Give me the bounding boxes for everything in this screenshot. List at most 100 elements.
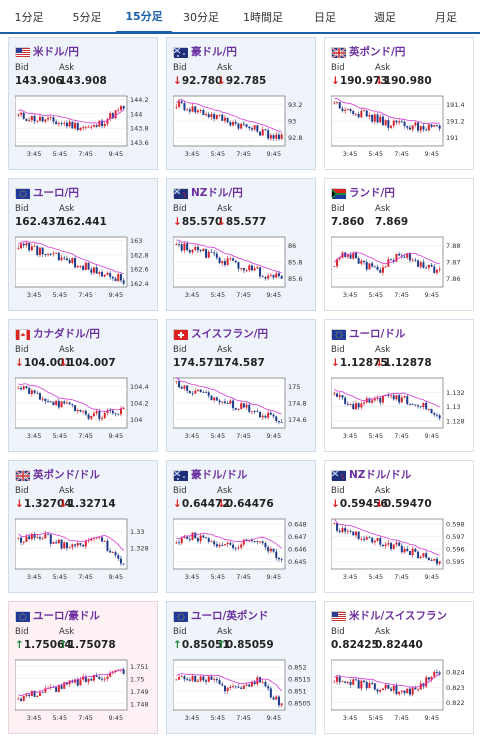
moving-average-line xyxy=(18,668,124,697)
pair-name[interactable]: 豪ドル/ドル xyxy=(173,467,247,482)
candle-body xyxy=(33,115,36,122)
mini-chart[interactable]: 1.33 1.328 3:45 5:45 7:45 9:45 xyxy=(15,515,155,590)
tab-7[interactable]: 週足 xyxy=(374,11,396,24)
x-tick-label: 7:45 xyxy=(78,714,93,722)
pair-name[interactable]: ユーロ/ドル xyxy=(331,326,405,341)
arrow-down-icon: ↓ xyxy=(217,216,226,228)
bid-value: ↓85.570 xyxy=(173,216,223,228)
mini-chart[interactable]: 86 85.8 85.6 3:45 5:45 7:45 9:45 xyxy=(173,233,313,308)
bid-label: Bid xyxy=(331,627,345,637)
rate-card[interactable]: 英ポンド/ドル Bid Ask ↓1.32704 ↓1.32714 1.33 1.328 3:… xyxy=(8,460,158,593)
candle-body xyxy=(425,267,428,269)
mini-chart[interactable]: 0.648 0.647 0.646 0.645 3:45 5:45 7:45 9:45 xyxy=(173,515,313,590)
ask-value: ↓190.980 xyxy=(375,75,432,87)
candlestick-chart: 0.598 0.597 0.596 0.595 3:45 5:45 7:45 9:45 xyxy=(331,518,465,581)
pair-name[interactable]: 米ドル/スイスフラン xyxy=(331,608,447,623)
tab-5[interactable]: 1時間足 xyxy=(243,11,283,24)
mini-chart[interactable]: 1.132 1.13 1.128 3:45 5:45 7:45 9:45 xyxy=(331,374,471,449)
x-tick-label: 3:45 xyxy=(343,714,358,722)
pair-name[interactable]: ユーロ/豪ドル xyxy=(15,608,100,623)
candle-body xyxy=(119,106,122,110)
x-tick-label: 7:45 xyxy=(236,432,251,440)
mini-chart[interactable]: 191.4 191.2 191 3:45 5:45 7:45 9:45 xyxy=(331,92,471,167)
pair-name[interactable]: スイスフラン/円 xyxy=(173,326,268,341)
candle-body xyxy=(400,545,403,553)
pair-name[interactable]: NZドル/ドル xyxy=(331,467,411,482)
candle-body xyxy=(414,404,417,406)
candle-body xyxy=(221,114,224,121)
candle-body xyxy=(28,242,31,251)
x-tick-label: 9:45 xyxy=(424,150,439,158)
candle-body xyxy=(406,688,409,694)
mini-chart[interactable]: 104.4 104.2 104 3:45 5:45 7:45 9:45 xyxy=(15,374,155,449)
pair-name[interactable]: カナダドル/円 xyxy=(15,326,100,341)
pair-name[interactable]: ランド/円 xyxy=(331,185,395,200)
pair-name[interactable]: 英ポンド/円 xyxy=(331,44,405,59)
rate-card[interactable]: 豪ドル/ドル Bid Ask ↓0.64472 ↓0.64476 0.648 0.647 0.… xyxy=(166,460,316,593)
gb-flag-icon xyxy=(331,46,347,59)
mini-chart[interactable]: 175 174.8 174.6 3:45 5:45 7:45 9:45 xyxy=(173,374,313,449)
rate-card[interactable]: 英ポンド/円 Bid Ask ↓190.973 ↓190.980 191.4 191.2 19… xyxy=(324,37,474,170)
candle-body xyxy=(71,121,74,129)
ask-label: Ask xyxy=(217,345,233,355)
candle-body xyxy=(349,254,352,259)
mini-chart[interactable]: 0.824 0.823 0.822 3:45 5:45 7:45 9:45 xyxy=(331,656,471,731)
rate-card[interactable]: 米ドル/スイスフラン Bid Ask 0.82425 0.82440 0.824 0.823… xyxy=(324,601,474,734)
candle-body xyxy=(111,113,114,119)
rate-card[interactable]: 米ドル/円 Bid Ask 143.906 143.908 144.2 144 143.8 14… xyxy=(8,37,158,170)
rate-card[interactable]: ユーロ/豪ドル Bid Ask ↑1.75064 ↑1.75078 1.751 1.75 1.… xyxy=(8,601,158,734)
rate-card[interactable]: ランド/円 Bid Ask 7.860 7.869 7.88 7.87 7.86 3:45 5:4… xyxy=(324,178,474,311)
candle-body xyxy=(344,397,347,404)
arrow-down-icon: ↓ xyxy=(59,357,68,369)
candle-body xyxy=(338,530,341,533)
mini-chart[interactable]: 7.88 7.87 7.86 3:45 5:45 7:45 9:45 xyxy=(331,233,471,308)
ask-label: Ask xyxy=(59,204,75,214)
candle-body xyxy=(28,694,31,696)
candle-body xyxy=(103,540,106,542)
pair-name-label: 豪ドル/円 xyxy=(191,46,237,58)
rate-card[interactable]: カナダドル/円 Bid Ask ↓104.001 ↓104.007 104.4 104.2 1… xyxy=(8,319,158,452)
candle-body xyxy=(338,102,341,109)
candle-body xyxy=(240,544,243,548)
tab-2[interactable]: 5分足 xyxy=(72,11,102,24)
tab-4[interactable]: 30分足 xyxy=(183,11,219,24)
candle-body xyxy=(44,119,47,122)
mini-chart[interactable]: 144.2 144 143.8 143.6 3:45 5:45 7:45 9:45 xyxy=(15,92,155,167)
pair-name[interactable]: 豪ドル/円 xyxy=(173,44,237,59)
candle-body xyxy=(180,387,183,389)
pair-name[interactable]: 米ドル/円 xyxy=(15,44,79,59)
candle-body xyxy=(392,395,395,400)
rate-card[interactable]: ユーロ/英ポンド Bid Ask ↑0.85051 ↑0.85059 0.852 0.851… xyxy=(166,601,316,734)
rate-card[interactable]: NZドル/円 Bid Ask ↓85.570 ↓85.577 86 85.8 85.6 3:45… xyxy=(166,178,316,311)
pair-name[interactable]: ユーロ/円 xyxy=(15,185,79,200)
y-tick-label: 191.2 xyxy=(446,118,465,126)
rate-card[interactable]: NZドル/ドル Bid Ask ↓0.59456 ↓0.59470 0.598 0.597 0… xyxy=(324,460,474,593)
mini-chart[interactable]: 0.852 0.8515 0.851 0.8505 3:45 5:45 7:45 9:45 xyxy=(173,656,313,731)
y-tick-label: 0.647 xyxy=(288,533,307,541)
bid-value: 174.571 xyxy=(173,357,221,369)
candle-body xyxy=(376,266,379,270)
mini-chart[interactable]: 93.2 93 92.8 3:45 5:45 7:45 9:45 xyxy=(173,92,313,167)
pair-name[interactable]: NZドル/円 xyxy=(173,185,243,200)
candle-body xyxy=(41,538,44,540)
candle-body xyxy=(349,681,352,685)
candle-body xyxy=(346,254,349,257)
moving-average-line xyxy=(176,533,282,549)
mini-chart[interactable]: 0.598 0.597 0.596 0.595 3:45 5:45 7:45 9:45 xyxy=(331,515,471,590)
bid-label: Bid xyxy=(15,204,29,214)
y-tick-label: 0.595 xyxy=(446,558,465,566)
rate-card[interactable]: 豪ドル/円 Bid Ask ↓92.780 ↓92.785 93.2 93 92.8 3:45 5… xyxy=(166,37,316,170)
rate-card[interactable]: ユーロ/ドル Bid Ask ↓1.12875 ↓1.12878 1.132 1.13 1.1… xyxy=(324,319,474,452)
tab-8[interactable]: 月足 xyxy=(435,11,457,24)
candle-body xyxy=(360,680,363,689)
mini-chart[interactable]: 1.751 1.75 1.749 1.748 3:45 5:45 7:45 9:45 xyxy=(15,656,155,731)
rate-card[interactable]: ユーロ/円 Bid Ask 162.437 162.441 163 162.8 162.6 16… xyxy=(8,178,158,311)
candle-body xyxy=(250,681,253,687)
tab-1[interactable]: 1分足 xyxy=(14,11,44,24)
tab-3[interactable]: 15分足 xyxy=(116,0,172,34)
pair-name[interactable]: 英ポンド/ドル xyxy=(15,467,100,482)
rate-card[interactable]: スイスフラン/円 Bid Ask 174.571 174.587 175 174.8 174.… xyxy=(166,319,316,452)
pair-name[interactable]: ユーロ/英ポンド xyxy=(173,608,268,623)
mini-chart[interactable]: 163 162.8 162.6 162.4 3:45 5:45 7:45 9:45 xyxy=(15,233,155,308)
tab-6[interactable]: 日足 xyxy=(314,11,336,24)
